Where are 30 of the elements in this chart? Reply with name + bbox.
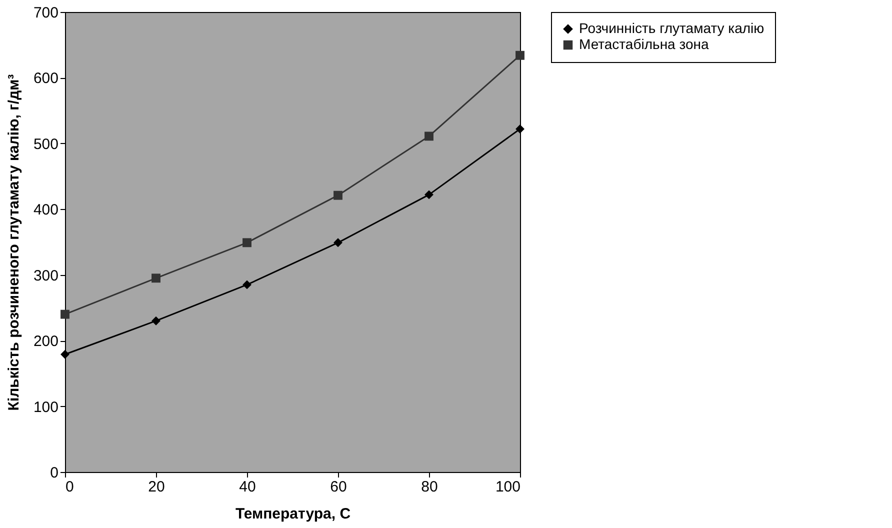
point	[516, 124, 524, 134]
point	[152, 274, 160, 283]
point	[242, 238, 252, 248]
y-tick-label: 100	[33, 398, 58, 416]
x-tick-label: 100	[495, 478, 520, 496]
y-axis-title: Кількість розчиненого глутамату калію, г/дм³	[5, 74, 22, 411]
x-tick-label: 60	[330, 478, 347, 496]
x-tick-label: 20	[148, 478, 165, 496]
point	[60, 350, 70, 359]
x-axis-title: Температура, С	[235, 506, 351, 522]
point	[424, 190, 434, 200]
y-tick-label: 500	[33, 136, 58, 153]
point	[334, 238, 342, 248]
x-tick-label: 80	[421, 478, 438, 496]
point	[242, 280, 252, 290]
point	[516, 50, 524, 60]
point	[152, 316, 160, 326]
point	[334, 190, 342, 200]
legend-label: Розчинність глутамату калію	[579, 20, 764, 36]
y-tick-label: 200	[33, 333, 58, 350]
y-tick-label: 400	[33, 202, 58, 219]
x-tick-label: 40	[239, 478, 256, 496]
y-tick-label: 300	[33, 267, 58, 284]
legend-label: Метастабільна зона	[579, 36, 709, 52]
x-tick-label: 0	[66, 478, 74, 496]
y-tick-label: 0	[50, 464, 58, 482]
point	[60, 310, 70, 319]
y-tick-label: 700	[33, 4, 58, 22]
point	[424, 132, 434, 141]
y-tick-label: 600	[33, 70, 58, 88]
